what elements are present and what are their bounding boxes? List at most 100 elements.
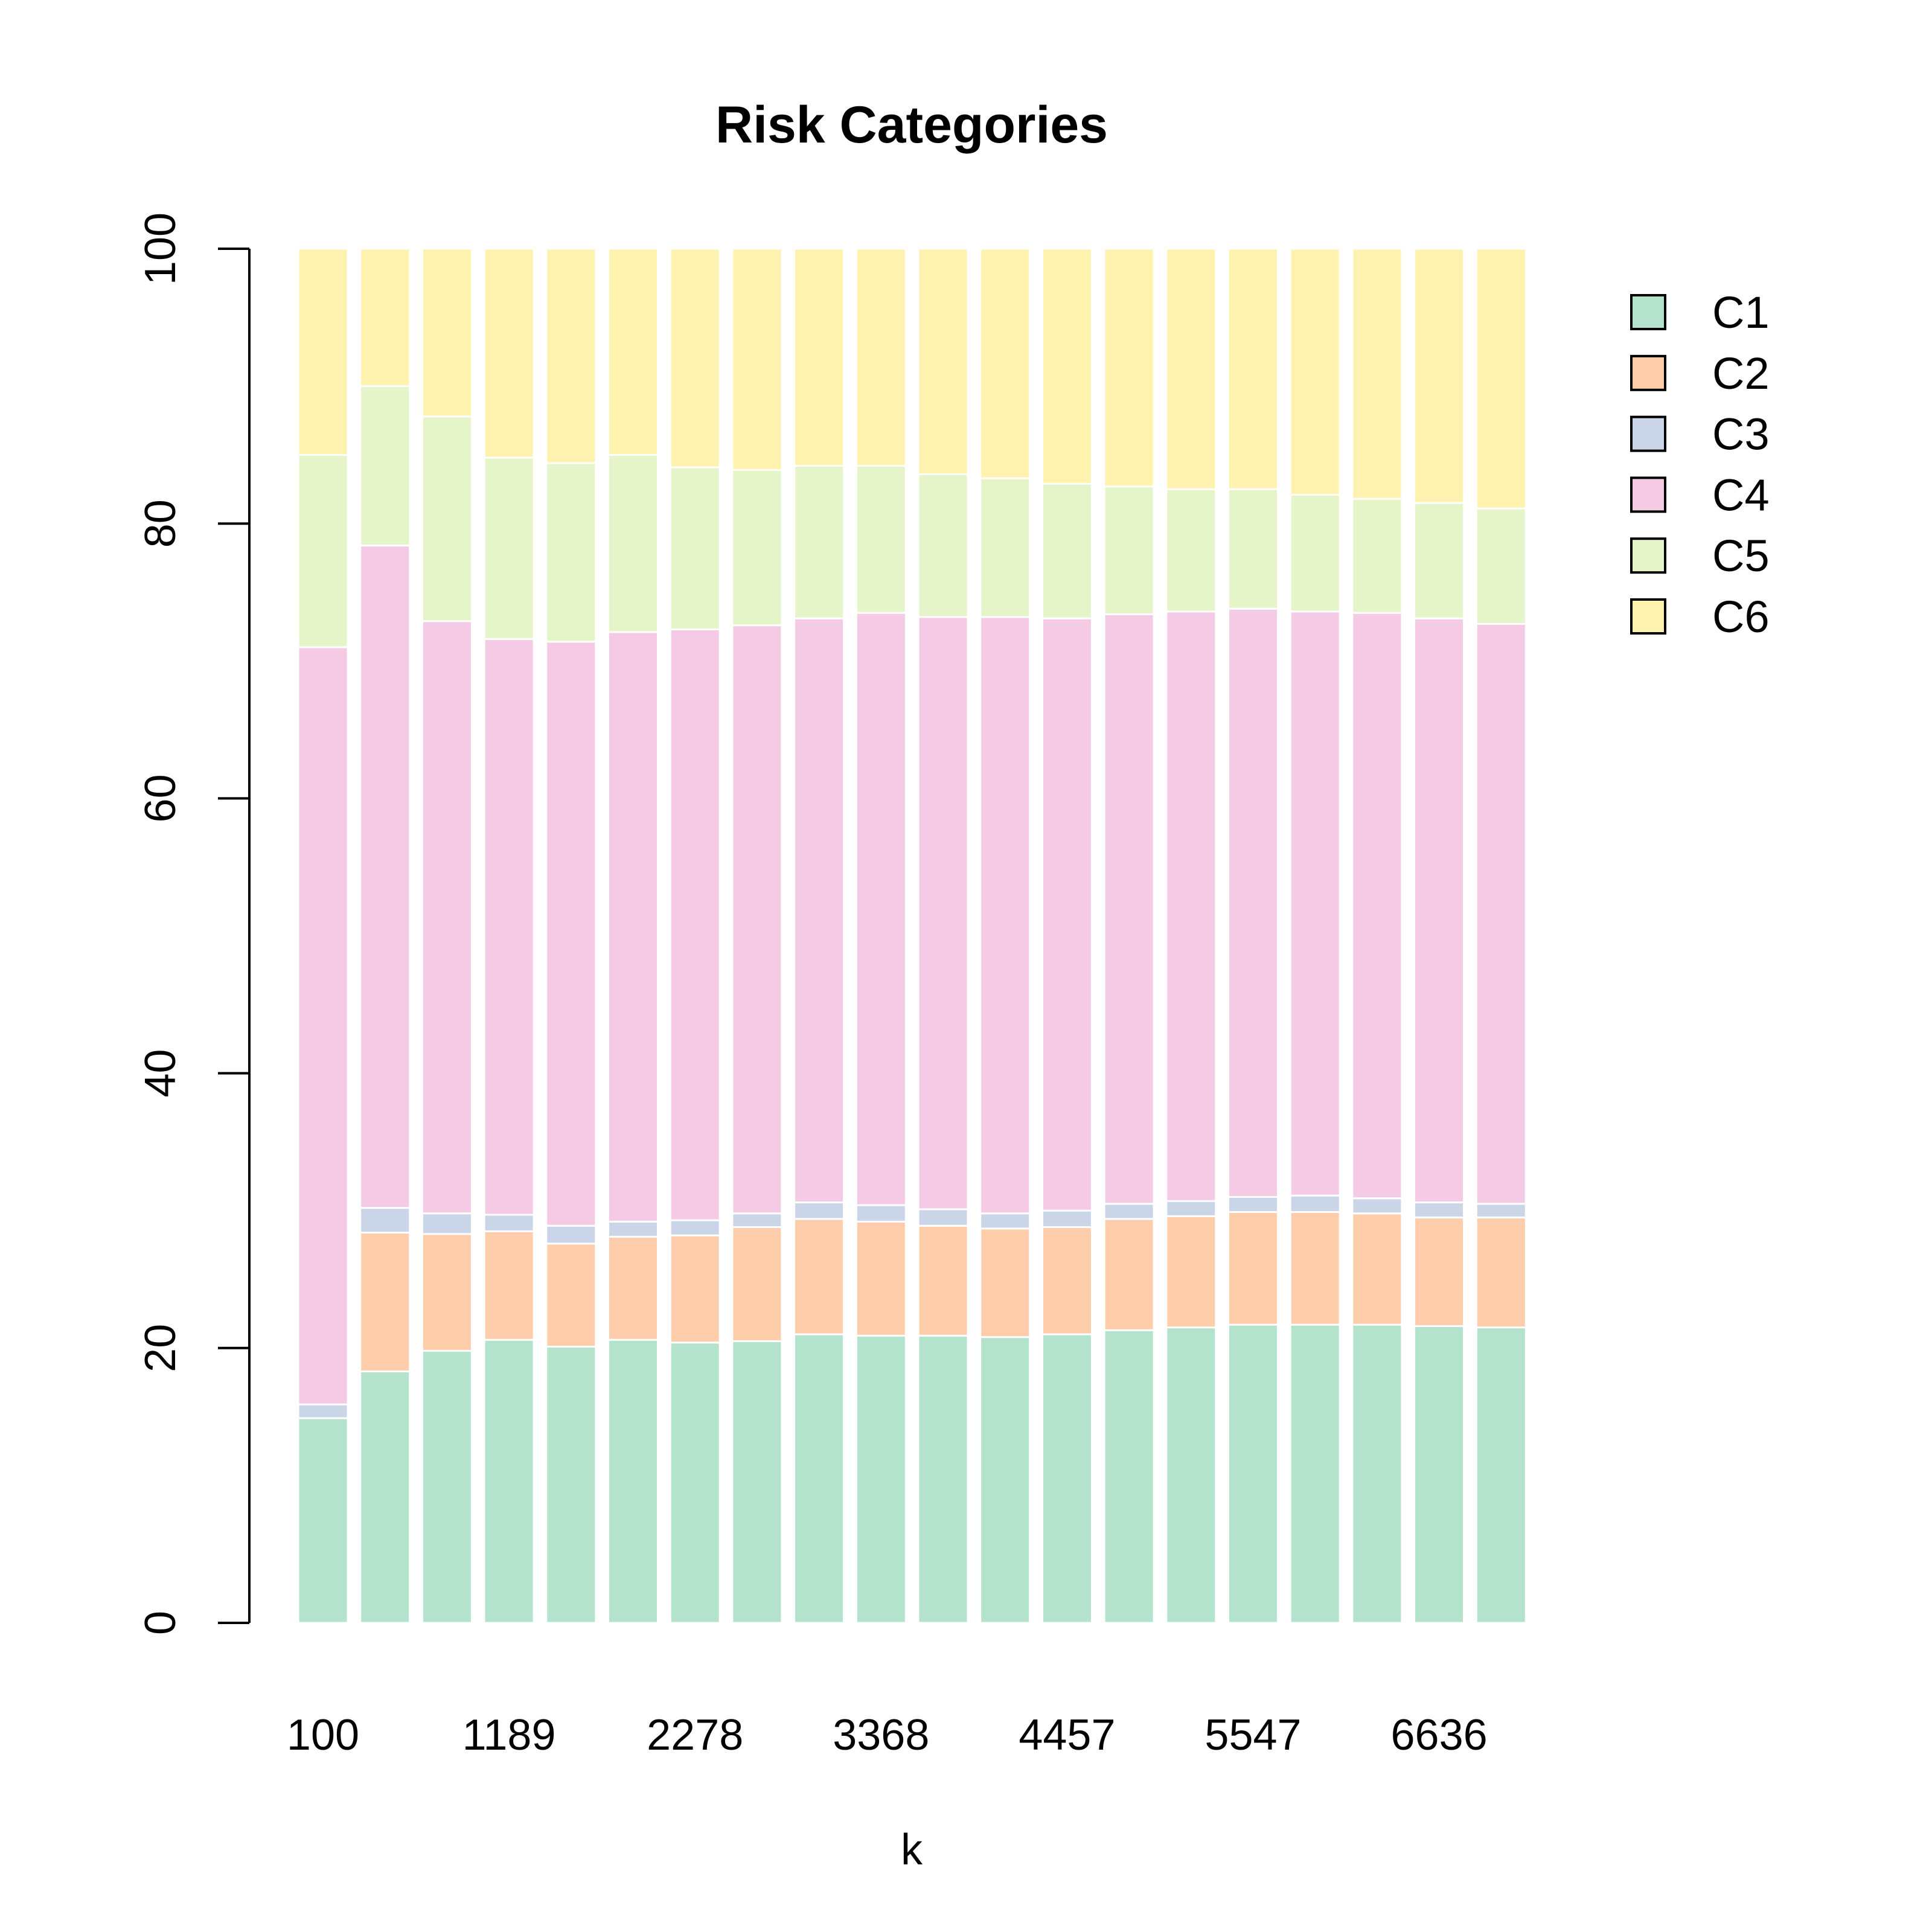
x-tick-label: 5547 — [1204, 1711, 1301, 1759]
bar-segment-c3-9 — [793, 1201, 845, 1220]
bar-segment-c6-13 — [1041, 248, 1093, 485]
x-axis: 100 1189 2278 3368 4457 5547 6636 — [287, 1711, 1488, 1759]
bar-segment-c4-5 — [545, 641, 597, 1227]
bar-segment-c1-18 — [1351, 1323, 1403, 1624]
bar-segment-c6-11 — [917, 248, 969, 475]
bar-segment-c4-14 — [1103, 613, 1155, 1205]
bar-segment-c4-6 — [607, 631, 659, 1223]
y-tick-label: 40 — [136, 1049, 185, 1098]
bar-segment-c6-10 — [855, 248, 907, 467]
bar-segment-c3-13 — [1041, 1209, 1093, 1229]
bar-segment-c6-19 — [1413, 248, 1465, 504]
bar-segment-c3-1 — [297, 1403, 349, 1419]
bar-segment-c1-8 — [731, 1340, 783, 1624]
bar-segment-c1-15 — [1165, 1326, 1217, 1624]
bar-segment-c2-17 — [1289, 1211, 1341, 1326]
bar-segment-c4-16 — [1227, 607, 1279, 1198]
legend-label-c4: C4 — [1712, 470, 1770, 520]
bar-segment-c5-7 — [669, 466, 721, 630]
bar-segment-c3-2 — [359, 1207, 411, 1234]
bar-segment-c4-10 — [855, 612, 907, 1206]
bar-segment-c5-8 — [731, 469, 783, 627]
bar-segment-c1-3 — [421, 1349, 473, 1624]
bar-segment-c5-20 — [1475, 507, 1527, 625]
bar-segment-c5-3 — [421, 415, 473, 622]
bar-segment-c2-7 — [669, 1234, 721, 1344]
bar-segment-c4-3 — [421, 620, 473, 1215]
y-tick-label: 0 — [136, 1611, 185, 1635]
y-tick-label: 20 — [136, 1324, 185, 1372]
bar-segment-c1-19 — [1413, 1325, 1465, 1624]
bar-segment-c3-8 — [731, 1212, 783, 1229]
bar-segment-c5-6 — [607, 453, 659, 633]
bar-segment-c3-16 — [1227, 1195, 1279, 1213]
x-tick-label: 1189 — [462, 1711, 556, 1759]
bar-segment-c6-6 — [607, 248, 659, 456]
bar-segment-c5-12 — [979, 477, 1031, 618]
bar-segment-c2-19 — [1413, 1217, 1465, 1327]
bar-segment-c2-18 — [1351, 1212, 1403, 1326]
bar-segment-c6-4 — [483, 248, 535, 459]
legend-label-c1: C1 — [1712, 287, 1770, 337]
bar-segment-c4-18 — [1351, 612, 1403, 1200]
bar-segment-c3-17 — [1289, 1194, 1341, 1213]
bar-segment-c1-11 — [917, 1334, 969, 1624]
bar-segment-c6-18 — [1351, 248, 1403, 500]
bar-segment-c4-1 — [297, 646, 349, 1406]
legend-swatch-c1 — [1630, 294, 1666, 330]
legend-swatch-c5 — [1630, 537, 1666, 574]
y-tick-label: 60 — [136, 774, 185, 822]
bar-segment-c4-8 — [731, 624, 783, 1215]
bar-segment-c3-19 — [1413, 1201, 1465, 1219]
bar-segment-c5-13 — [1041, 482, 1093, 619]
bar-segment-c6-5 — [545, 248, 597, 464]
bar-segment-c2-14 — [1103, 1218, 1155, 1331]
legend-swatch-c4 — [1630, 476, 1666, 513]
bar-segment-c1-20 — [1475, 1326, 1527, 1624]
bar-segment-c5-10 — [855, 465, 907, 614]
bar-segment-c5-16 — [1227, 488, 1279, 610]
bar-segment-c4-9 — [793, 617, 845, 1204]
bar-segment-c4-2 — [359, 545, 411, 1209]
y-tick-label: 80 — [136, 499, 185, 548]
bar-segment-c3-18 — [1351, 1197, 1403, 1215]
bar-segment-c2-12 — [979, 1227, 1031, 1339]
bar-segment-c1-14 — [1103, 1329, 1155, 1624]
bar-segment-c3-10 — [855, 1204, 907, 1223]
bar-segment-c1-16 — [1227, 1323, 1279, 1624]
legend-swatch-c6 — [1630, 598, 1666, 635]
bar-segment-c6-3 — [421, 248, 473, 418]
bar-segment-c2-20 — [1475, 1217, 1527, 1329]
bar-segment-c3-7 — [669, 1219, 721, 1236]
bar-segment-c5-1 — [297, 453, 349, 648]
y-axis: 0 20 40 60 80 100 — [136, 213, 251, 1635]
bar-segment-c5-2 — [359, 385, 411, 547]
bars-layer — [297, 248, 1527, 1624]
bar-segment-c6-7 — [669, 248, 721, 469]
bar-segment-c2-2 — [359, 1232, 411, 1372]
bar-segment-c2-3 — [421, 1233, 473, 1352]
bar-segment-c2-13 — [1041, 1226, 1093, 1335]
bar-segment-c1-9 — [793, 1333, 845, 1624]
bar-segment-c2-15 — [1165, 1215, 1217, 1329]
bar-segment-c4-7 — [669, 628, 721, 1221]
bar-segment-c5-18 — [1351, 497, 1403, 614]
bar-segment-c3-3 — [421, 1212, 473, 1235]
bar-segment-c5-15 — [1165, 488, 1217, 613]
bar-segment-c6-12 — [979, 248, 1031, 479]
bar-segment-c1-12 — [979, 1336, 1031, 1624]
bar-segment-c3-15 — [1165, 1200, 1217, 1217]
bar-segment-c1-4 — [483, 1339, 535, 1624]
x-tick-label: 2278 — [647, 1711, 743, 1759]
legend-label-c6: C6 — [1712, 592, 1770, 642]
bar-segment-c2-6 — [607, 1235, 659, 1341]
bar-segment-c6-15 — [1165, 248, 1217, 490]
x-tick-label: 100 — [287, 1711, 359, 1759]
bar-segment-c5-17 — [1289, 493, 1341, 613]
y-tick-label: 100 — [136, 213, 185, 285]
bar-segment-c3-4 — [483, 1214, 535, 1232]
bar-segment-c6-14 — [1103, 248, 1155, 488]
bar-segment-c6-8 — [731, 248, 783, 471]
bar-segment-c5-14 — [1103, 485, 1155, 615]
